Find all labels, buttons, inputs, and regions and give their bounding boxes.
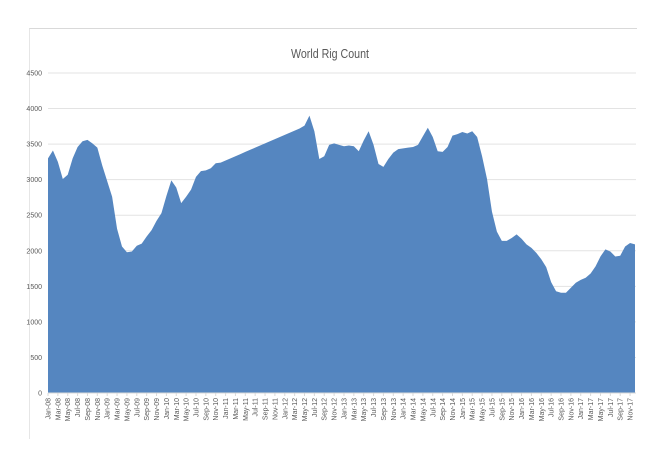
x-tick-label: Nov-08 [95,398,102,421]
x-tick-label: Mar-16 [529,398,536,420]
y-tick-label: 0 [38,391,42,398]
x-tick-label: Sep-15 [499,398,506,421]
x-tick-label: Nov-17 [628,398,635,421]
x-tick-label: Sep-11 [263,398,270,420]
chart-frame [29,28,637,439]
x-tick-label: Jul-17 [608,398,615,417]
x-tick-label: Jul-08 [75,398,82,417]
x-tick-label: May-08 [65,398,72,421]
x-tick-label: Jan-13 [341,398,348,420]
x-tick-label: Jan-17 [578,398,585,420]
x-tick-label: Jul-14 [430,398,437,417]
y-tick-label: 3500 [26,142,42,149]
x-tick-label: May-15 [480,398,487,421]
x-tick-label: Mar-09 [115,398,122,420]
x-tick-label: Jan-14 [401,398,408,420]
x-tick-label: May-14 [420,398,427,421]
x-tick-label: Sep-17 [618,398,625,421]
x-tick-label: Mar-13 [351,398,358,420]
x-tick-label: Jul-09 [134,398,141,417]
x-tick-label: Jan-11 [223,398,230,419]
y-tick-label: 1000 [26,319,42,326]
x-tick-label: Sep-10 [203,398,210,421]
y-tick-label: 4500 [26,71,42,78]
x-tick-label: Mar-11 [233,398,240,420]
y-tick-label: 2500 [26,213,42,220]
x-tick-label: Sep-16 [559,398,566,421]
x-tick-label: Sep-14 [440,398,447,421]
x-tick-label: Mar-17 [588,398,595,420]
x-tick-label: Jan-15 [460,398,467,420]
x-tick-label: Nov-10 [213,398,220,421]
y-tick-label: 500 [30,355,42,362]
x-axis: Jan-08 Mar-08 May-08 Jul-08 Sep-08 Nov-08 Jan-… [46,393,635,421]
x-tick-label: May-12 [302,398,309,421]
x-tick-label: Sep-12 [322,398,329,421]
x-tick-label: Jul-11 [253,398,260,417]
x-tick-label: Mar-10 [174,398,181,420]
x-tick-label: Sep-08 [85,398,92,421]
x-tick-label: May-09 [124,398,131,421]
x-tick-label: Jan-16 [519,398,526,420]
x-tick-label: Nov-12 [332,398,339,421]
x-tick-label: Mar-12 [292,398,299,420]
x-tick-label: Jan-12 [282,398,289,420]
y-tick-label: 2000 [26,248,42,255]
y-tick-label: 4000 [26,106,42,113]
x-tick-label: May-13 [361,398,368,421]
y-tick-label: 1500 [26,284,42,291]
x-tick-label: Mar-14 [411,398,418,420]
x-tick-label: Jul-13 [371,398,378,417]
x-tick-label: Nov-13 [391,398,398,421]
chart-title: World Rig Count [290,46,370,61]
x-tick-label: Jul-16 [549,398,556,417]
x-tick-label: Jul-10 [193,398,200,417]
x-tick-label: May-17 [598,398,605,421]
x-tick-label: Sep-13 [381,398,388,421]
x-tick-label: Nov-09 [154,398,161,421]
rig-count-area [48,115,635,394]
x-tick-label: Jul-12 [312,398,319,417]
x-tick-label: May-11 [243,398,250,421]
y-tick-label: 3000 [26,177,42,184]
x-tick-label: Nov-11 [272,398,279,420]
x-tick-label: Mar-15 [470,398,477,420]
x-tick-label: Nov-14 [450,398,457,421]
x-tick-label: Mar-08 [55,398,62,420]
x-tick-label: Jan-09 [105,398,112,420]
x-tick-label: Nov-15 [509,398,516,421]
x-tick-label: Jan-10 [164,398,171,420]
x-tick-label: May-10 [184,398,191,421]
y-axis: 0 500 1000 1500 2000 2500 3000 3500 4000 4500 [26,71,42,398]
x-tick-label: May-16 [539,398,546,421]
x-tick-label: Sep-09 [144,398,151,421]
x-tick-label: Jul-15 [489,398,496,417]
x-tick-label: Jan-08 [46,398,53,420]
x-tick-label: Nov-16 [568,398,575,421]
